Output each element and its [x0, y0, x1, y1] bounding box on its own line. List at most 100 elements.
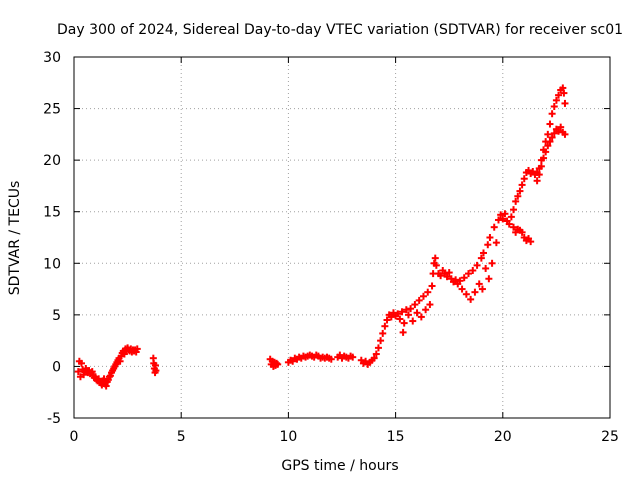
data-point [555, 91, 563, 99]
data-point [561, 99, 569, 107]
data-point [546, 120, 554, 128]
data-point [475, 280, 483, 288]
data-point [486, 234, 494, 241]
y-tick-label: 20 [43, 153, 61, 169]
data-point [133, 345, 141, 353]
data-point [548, 110, 556, 118]
data-point [548, 133, 556, 141]
data-point [116, 357, 124, 365]
data-point [501, 210, 509, 218]
data-point [473, 261, 481, 269]
data-point [327, 355, 335, 363]
data-point [445, 269, 453, 277]
data-point [377, 337, 385, 345]
data-point [559, 84, 567, 92]
data-point [480, 249, 488, 257]
y-tick-label: 5 [52, 308, 61, 324]
y-axis-label: SDTVAR / TECUs [7, 181, 23, 296]
data-point [478, 285, 486, 293]
data-point [404, 311, 412, 319]
data-point [462, 290, 470, 298]
data-point [458, 285, 466, 293]
data-point [488, 259, 496, 267]
data-point [540, 154, 548, 162]
data-point [552, 96, 560, 104]
data-point [407, 305, 415, 313]
data-point [349, 353, 357, 361]
data-point [400, 319, 408, 327]
y-tick-label: 0 [52, 359, 61, 375]
data-point [507, 213, 515, 221]
data-point [456, 277, 464, 285]
data-point [518, 228, 526, 236]
x-axis-label: GPS time / hours [281, 458, 398, 474]
x-tick-label: 0 [70, 429, 79, 445]
data-point [379, 329, 387, 337]
data-point [492, 239, 500, 247]
data-point [469, 267, 477, 275]
data-point [78, 359, 86, 367]
data-point [499, 215, 507, 223]
data-point [550, 103, 558, 111]
data-point [535, 171, 543, 179]
data-point [398, 308, 406, 316]
data-point [273, 359, 281, 367]
data-point [105, 373, 113, 381]
data-point [533, 177, 541, 185]
data-point [542, 148, 550, 156]
data-point [432, 261, 440, 269]
data-point [546, 138, 554, 146]
data-point [415, 296, 423, 304]
data-point [394, 310, 402, 318]
data-point [419, 292, 427, 300]
data-point [520, 175, 528, 183]
data-point [399, 328, 407, 336]
plot-frame [73, 56, 611, 419]
data-point [374, 344, 382, 352]
data-point [274, 360, 282, 368]
data-point [431, 254, 439, 262]
y-tick-label: 15 [43, 205, 61, 221]
data-point [516, 187, 524, 195]
chart-title: Day 300 of 2024, Sidereal Day-to-day VTE… [57, 22, 623, 38]
data-point [396, 315, 404, 323]
y-tick-label: 30 [43, 50, 61, 66]
x-tick-label: 25 [601, 429, 619, 445]
x-tick-label: 20 [494, 429, 512, 445]
grid-layer [74, 57, 610, 418]
data-point [370, 354, 378, 362]
data-point [527, 238, 535, 246]
data-point [495, 216, 503, 224]
data-point [402, 306, 410, 314]
data-point [555, 127, 563, 135]
y-tick-label: -5 [47, 411, 61, 427]
data-point [537, 162, 545, 170]
data-point [482, 264, 490, 272]
data-point [426, 301, 434, 309]
data-point [452, 276, 460, 284]
data-point [485, 275, 493, 283]
data-point [460, 274, 468, 282]
y-tick-label: 10 [43, 256, 61, 272]
data-point [409, 317, 417, 325]
data-point [443, 273, 451, 281]
y-tick-label: 25 [43, 102, 61, 118]
data-points-layer [74, 84, 569, 390]
data-point [512, 197, 520, 205]
data-point [560, 89, 568, 97]
data-point [518, 181, 526, 189]
data-point [510, 206, 518, 214]
data-point [383, 316, 391, 324]
data-point [102, 382, 110, 390]
data-point [74, 368, 82, 376]
x-tick-label: 10 [279, 429, 297, 445]
data-point [514, 192, 522, 200]
data-point [413, 309, 421, 317]
data-point [505, 220, 513, 228]
x-tick-label: 15 [387, 429, 405, 445]
data-point [561, 130, 569, 138]
data-point [557, 123, 565, 131]
data-point [387, 313, 395, 321]
data-point [510, 223, 518, 231]
